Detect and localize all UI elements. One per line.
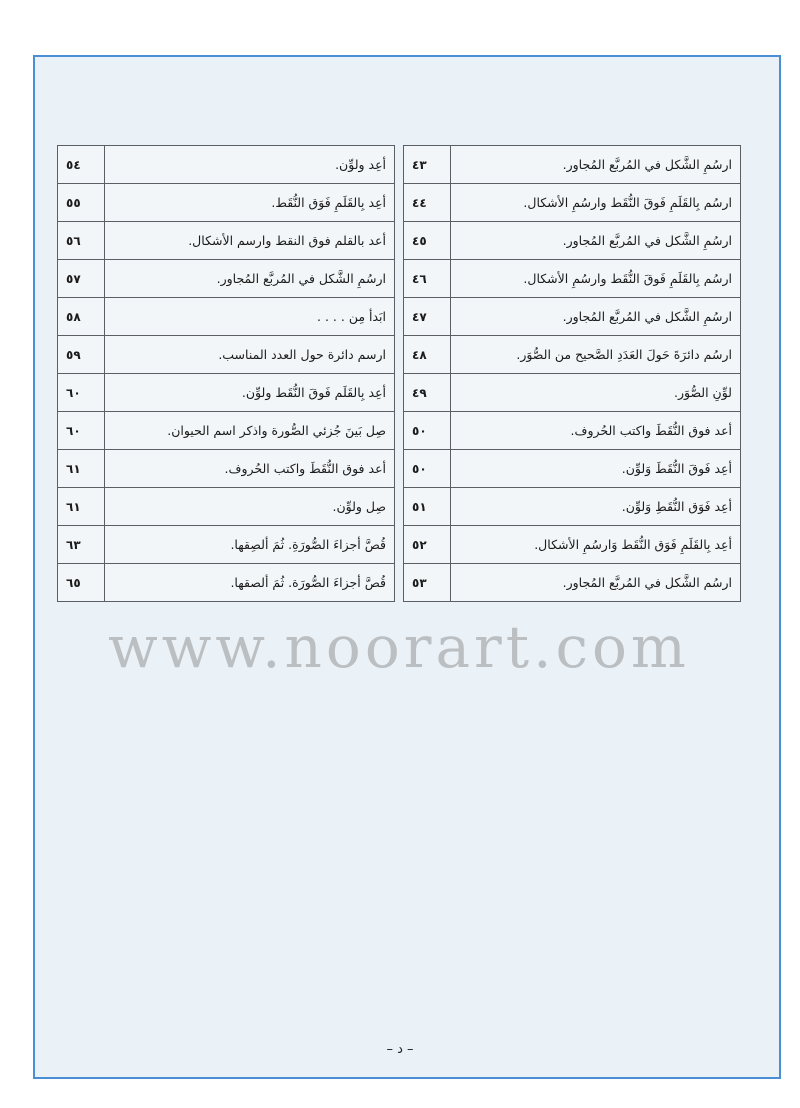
table-row: ارسُمِ الشَّكل في المُربَّع المُجاور. ٥٧ [57, 259, 395, 298]
page-reference: ٤٨ [403, 335, 451, 374]
activity-description: ارسُمِ الشَّكل في المُربَّع المُجاور. [450, 297, 741, 336]
table-row: ارسُم بِالقَلَمِ فَوقَ النُّقَط وارسُمِ … [403, 259, 741, 298]
table-row: أعِد بِالقَلَمِ فَوَق النُّقَط. ٥٥ [57, 183, 395, 222]
activity-description: ارسُم الشَّكل في المُربَّع المُجاور. [450, 563, 741, 602]
table-row: أعِد بِالقَلَم فَوقَ النُّقَط ولوِّن. ٦٠ [57, 373, 395, 412]
contents-table-right: ارسُمِ الشَّكل في المُربَّع المُجاور. ٤٣ ا… [403, 145, 741, 602]
activity-description: ارسُمِ الشَّكل في المُربَّع المُجاور. [104, 259, 395, 298]
activity-description: قُصَّ أجزاءَ الصُّورَة. ثُمَ ألصقها. [104, 563, 395, 602]
activity-description: ارسُمِ الشَّكل في المُربَّع المُجاور. [450, 145, 741, 184]
activity-description: صِل بَينَ جُزئي الصُّورة واذكر اسم الحيو… [104, 411, 395, 450]
activity-description: أعِد بِالقَلَمِ فَوَق النُّقَط. [104, 183, 395, 222]
page-reference: ٥٠ [403, 411, 451, 450]
activity-description: أعِد بِالقَلَمِ فَوَق النُّقَط وَارسُمِ … [450, 525, 741, 564]
activity-description: ارسُم بِالقَلَمِ فَوقَ النُّقَط وارسُمِ … [450, 259, 741, 298]
table-row: أعد فوق النُّقَطَ واكتب الحُروف. ٥٠ [403, 411, 741, 450]
page-reference: ٤٧ [403, 297, 451, 336]
table-row: ارسُم بِالقَلَمِ فَوقَ النُّقَط وارسُمِ … [403, 183, 741, 222]
page-reference: ٥٩ [57, 335, 105, 374]
table-row: ارسُمِ الشَّكل في المُربَّع المُجاور. ٤٥ [403, 221, 741, 260]
activity-description: ارسُم دائرَةَ حَولَ العَدَدِ الصَّحيح من… [450, 335, 741, 374]
page-reference: ٦٠ [57, 411, 105, 450]
page-reference: ٤٩ [403, 373, 451, 412]
activity-description: أعد فوق النُّقَطَ واكتب الحُروف. [104, 449, 395, 488]
page-reference: ٤٣ [403, 145, 451, 184]
contents-table-left: أعِد ولوِّن. ٥٤ أعِد بِالقَلَمِ فَوَق النُ… [57, 145, 395, 602]
table-row: أعد فوق النُّقَطَ واكتب الحُروف. ٦١ [57, 449, 395, 488]
page-reference: ٥٥ [57, 183, 105, 222]
activity-description: ارسم دائرة حول العدد المناسب. [104, 335, 395, 374]
table-row: ارسُمِ الشَّكل في المُربَّع المُجاور. ٤٣ [403, 145, 741, 184]
page-reference: ٦١ [57, 449, 105, 488]
table-row: أعد بالقلم فوق النقط وارسم الأشكال. ٥٦ [57, 221, 395, 260]
page-reference: ٤٥ [403, 221, 451, 260]
activity-description: ابَدأ مِن . . . . [104, 297, 395, 336]
table-row: قُصَّ أجزاءَ الصُّورَة. ثُمَ ألصقها. ٦٥ [57, 563, 395, 602]
table-row: ارسُم دائرَةَ حَولَ العَدَدِ الصَّحيح من… [403, 335, 741, 374]
activity-description: أعِد ولوِّن. [104, 145, 395, 184]
activity-description: قُصَّ أجزاءَ الصُّورَةِ. ثُمَ ألصِقها. [104, 525, 395, 564]
activity-description: أعِد بِالقَلَم فَوقَ النُّقَط ولوِّن. [104, 373, 395, 412]
table-row: ارسُم الشَّكل في المُربَّع المُجاور. ٥٣ [403, 563, 741, 602]
table-row: أعِد فَوَق النُّقَطِ وَلوِّن. ٥١ [403, 487, 741, 526]
table-row: ارسم دائرة حول العدد المناسب. ٥٩ [57, 335, 395, 374]
table-row: لوِّنِ الصُّوَر. ٤٩ [403, 373, 741, 412]
table-row: أعِد فَوقَ النُّقَطَ وَلوِّن. ٥٠ [403, 449, 741, 488]
page-reference: ٥٤ [57, 145, 105, 184]
activity-description: أعد فوق النُّقَطَ واكتب الحُروف. [450, 411, 741, 450]
activity-description: ارسُمِ الشَّكل في المُربَّع المُجاور. [450, 221, 741, 260]
activity-description: لوِّنِ الصُّوَر. [450, 373, 741, 412]
page-reference: ٥٦ [57, 221, 105, 260]
page-reference: ٦٠ [57, 373, 105, 412]
page-number: – د – [386, 1042, 414, 1057]
page-reference: ٦١ [57, 487, 105, 526]
page-reference: ٦٣ [57, 525, 105, 564]
page-reference: ٥١ [403, 487, 451, 526]
activity-description: أعد بالقلم فوق النقط وارسم الأشكال. [104, 221, 395, 260]
activity-description: صِل ولوِّن. [104, 487, 395, 526]
page-reference: ٤٤ [403, 183, 451, 222]
activity-description: أعِد فَوقَ النُّقَطَ وَلوِّن. [450, 449, 741, 488]
table-row: ابَدأ مِن . . . . ٥٨ [57, 297, 395, 336]
page-reference: ٤٦ [403, 259, 451, 298]
page-reference: ٥٠ [403, 449, 451, 488]
table-row: أعِد ولوِّن. ٥٤ [57, 145, 395, 184]
table-row: قُصَّ أجزاءَ الصُّورَةِ. ثُمَ ألصِقها. ٦٣ [57, 525, 395, 564]
page-reference: ٥٧ [57, 259, 105, 298]
activity-description: أعِد فَوَق النُّقَطِ وَلوِّن. [450, 487, 741, 526]
page-reference: ٥٣ [403, 563, 451, 602]
page-reference: ٦٥ [57, 563, 105, 602]
page-content: أعِد ولوِّن. ٥٤ أعِد بِالقَلَمِ فَوَق النُ… [57, 145, 741, 682]
page-reference: ٥٨ [57, 297, 105, 336]
page-reference: ٥٢ [403, 525, 451, 564]
table-row: ارسُمِ الشَّكل في المُربَّع المُجاور. ٤٧ [403, 297, 741, 336]
activity-description: ارسُم بِالقَلَمِ فَوقَ النُّقَط وارسُمِ … [450, 183, 741, 222]
tables-row: أعِد ولوِّن. ٥٤ أعِد بِالقَلَمِ فَوَق النُ… [57, 145, 741, 602]
table-row: أعِد بِالقَلَمِ فَوَق النُّقَط وَارسُمِ … [403, 525, 741, 564]
table-row: صِل بَينَ جُزئي الصُّورة واذكر اسم الحيو… [57, 411, 395, 450]
watermark: www.noorart.com [108, 613, 690, 681]
table-row: صِل ولوِّن. ٦١ [57, 487, 395, 526]
